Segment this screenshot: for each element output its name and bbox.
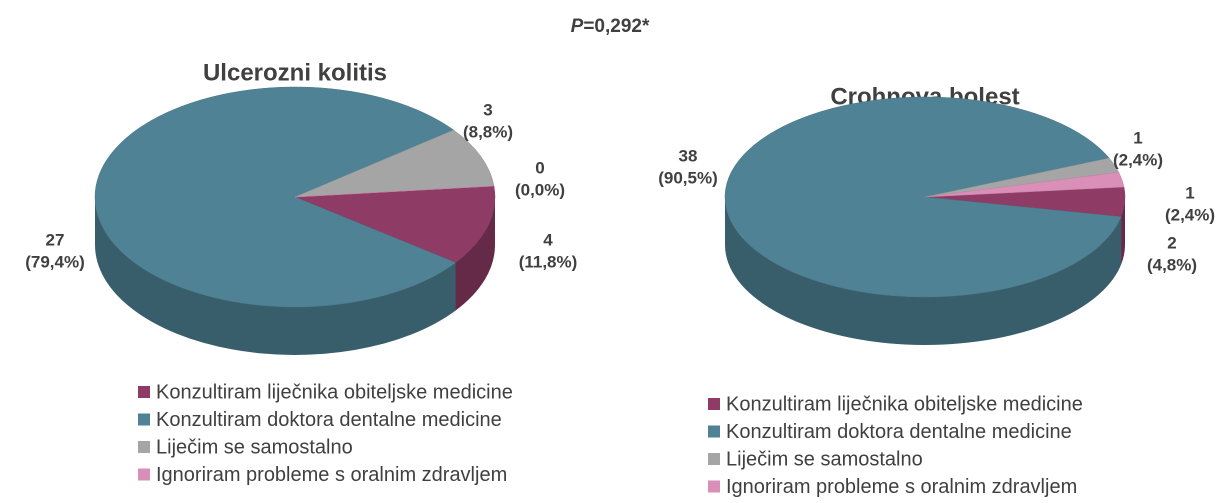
legend-swatch: [708, 480, 720, 493]
data-label-percent: (2,4%): [1113, 150, 1163, 169]
pie-side: [725, 197, 1122, 345]
pie-sides: [725, 197, 1125, 345]
data-label-percent: (0,0%): [515, 180, 565, 199]
data-label: 4: [543, 230, 553, 249]
data-label: 1: [1133, 128, 1142, 147]
legend-swatch: [138, 468, 150, 481]
legend-label: Liječim se samostalno: [156, 436, 353, 458]
legend-label: Konzultiram liječnika obiteljske medicin…: [156, 381, 513, 403]
legend-swatch: [138, 413, 150, 426]
data-label-percent: (8,8%): [463, 122, 513, 141]
pie-slice: [724, 96, 1122, 298]
legend-swatch: [138, 441, 150, 453]
data-label-percent: (2,4%): [1165, 205, 1215, 224]
data-label: 0: [535, 158, 544, 177]
pie-slice: [924, 172, 1125, 198]
pie-slice: [294, 129, 495, 198]
chart-title: Ulcerozni kolitis: [203, 59, 387, 86]
pie-tops: [724, 96, 1126, 298]
legend-label: Konzultiram doktora dentalne medicine: [726, 421, 1072, 443]
legend-swatch: [138, 386, 150, 398]
legend-swatch: [708, 453, 720, 465]
legend-label: Konzultiram doktora dentalne medicine: [156, 409, 502, 431]
data-label: 38: [679, 146, 698, 165]
pie-side: [95, 197, 456, 355]
pie-side: [455, 197, 495, 311]
legend-swatch: [708, 425, 720, 438]
legend-label: Ignoriram probleme s oralnim zdravljem: [726, 476, 1077, 498]
pie-slice: [294, 185, 496, 263]
p-value: P=0,292*: [570, 16, 650, 37]
data-label: 2: [1167, 233, 1176, 252]
data-label-percent: (90,5%): [658, 168, 718, 187]
legend-label: Liječim se samostalno: [726, 448, 923, 470]
legend-label: Ignoriram probleme s oralnim zdravljem: [156, 464, 507, 486]
data-label-percent: (11,8%): [519, 252, 578, 271]
data-label: 3: [483, 100, 492, 119]
legend-swatch: [708, 398, 720, 410]
data-label: 27: [46, 230, 65, 249]
data-label: 1: [1185, 183, 1194, 202]
data-label-percent: (79,4%): [25, 252, 85, 271]
legend-label: Konzultiram liječnika obiteljske medicin…: [726, 393, 1083, 415]
data-label-percent: (4,8%): [1147, 255, 1197, 274]
pie-tops: [94, 86, 496, 308]
pie-side: [1121, 197, 1125, 265]
pie-slice: [94, 86, 457, 308]
pie-sides: [95, 197, 495, 355]
